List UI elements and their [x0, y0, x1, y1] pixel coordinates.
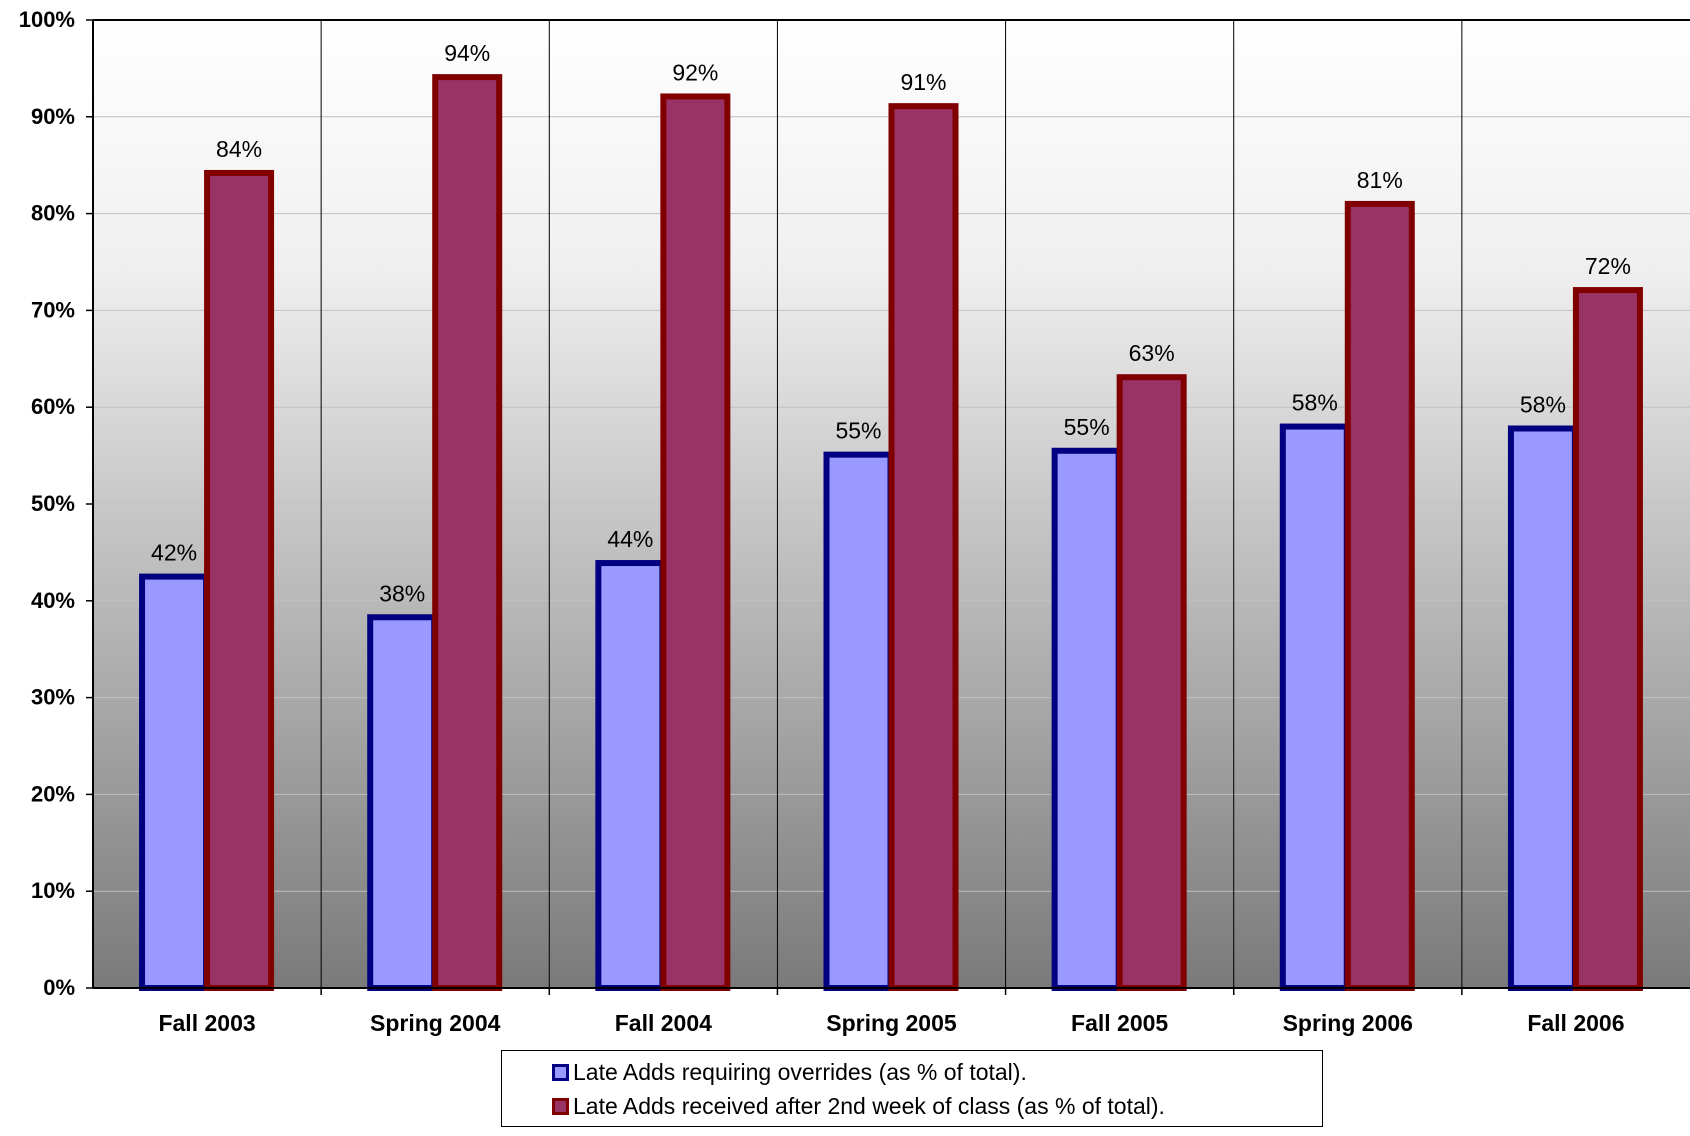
data-label: 42% [151, 540, 197, 566]
data-label: 58% [1292, 390, 1338, 416]
y-tick-labels: 0% 10% 20% 30% 40% 50% 60% 70% 80% 90% 100% [19, 7, 75, 1000]
legend: Late Adds requiring overrides (as % of t… [501, 1050, 1323, 1127]
data-label: 44% [607, 526, 653, 552]
y-tick-label: 70% [31, 297, 75, 322]
data-label: 58% [1520, 391, 1566, 417]
bar-after-2nd-week [204, 169, 275, 992]
x-tick-labels: Fall 2003 Spring 2004 Fall 2004 Spring 2005… [158, 1010, 1624, 1036]
bars [139, 74, 1643, 992]
legend-swatch-after-2nd-week [552, 1097, 569, 1115]
axes [86, 19, 1690, 995]
y-tick-label: 60% [31, 394, 75, 419]
y-tick-label: 40% [31, 588, 75, 613]
y-tick-label: 90% [31, 104, 75, 129]
data-label: 38% [379, 580, 425, 606]
bar-after-2nd-week [1572, 287, 1643, 991]
y-tick-label: 100% [19, 7, 75, 32]
x-tick-label: Fall 2003 [158, 1010, 255, 1036]
bar-overrides [1507, 425, 1578, 992]
y-tick-label: 80% [31, 201, 75, 226]
legend-label-after-2nd-week: Late Adds received after 2nd week of cla… [573, 1092, 1165, 1119]
bar-after-2nd-week [432, 74, 503, 991]
data-label: 92% [672, 59, 718, 85]
data-label: 84% [216, 136, 262, 162]
x-tick-label: Fall 2004 [615, 1010, 712, 1036]
y-tick-label: 10% [31, 878, 75, 903]
x-tick-label: Fall 2006 [1527, 1010, 1624, 1036]
bar-overrides [823, 451, 894, 991]
x-tick-label: Fall 2005 [1071, 1010, 1168, 1036]
data-label: 72% [1585, 253, 1631, 279]
bar-after-2nd-week [1116, 374, 1187, 991]
bar-overrides [139, 573, 210, 991]
y-tick-label: 50% [31, 491, 75, 516]
legend-item-overrides: Late Adds requiring overrides (as % of t… [552, 1057, 1027, 1087]
y-tick-label: 0% [43, 975, 75, 1000]
bar-after-2nd-week [660, 93, 731, 992]
legend-label-overrides: Late Adds requiring overrides (as % of t… [573, 1058, 1027, 1085]
data-label: 91% [900, 69, 946, 95]
data-label: 55% [835, 418, 881, 444]
data-labels: 42% 84% 38% 94% 44% 92% 55% 91% 55% 63% 58% 81% 58% 7… [151, 40, 1631, 606]
y-tick-label: 30% [31, 685, 75, 710]
data-label: 55% [1064, 414, 1110, 440]
legend-item-after-2nd-week: Late Adds received after 2nd week of cla… [552, 1091, 1165, 1121]
bar-overrides [1279, 423, 1350, 991]
data-label: 63% [1129, 340, 1175, 366]
bar-overrides [1051, 447, 1122, 991]
category-separators [320, 20, 1463, 988]
bar-after-2nd-week [1344, 200, 1415, 992]
x-tick-label: Spring 2005 [826, 1010, 957, 1036]
bar-overrides [367, 614, 438, 991]
data-label: 94% [444, 40, 490, 66]
bar-overrides [595, 560, 666, 991]
x-tick-label: Spring 2004 [370, 1010, 501, 1036]
legend-swatch-overrides [552, 1063, 569, 1081]
bar-after-2nd-week [888, 103, 959, 992]
x-tick-label: Spring 2006 [1283, 1010, 1413, 1036]
y-tick-label: 20% [31, 781, 75, 806]
data-label: 81% [1357, 167, 1403, 193]
